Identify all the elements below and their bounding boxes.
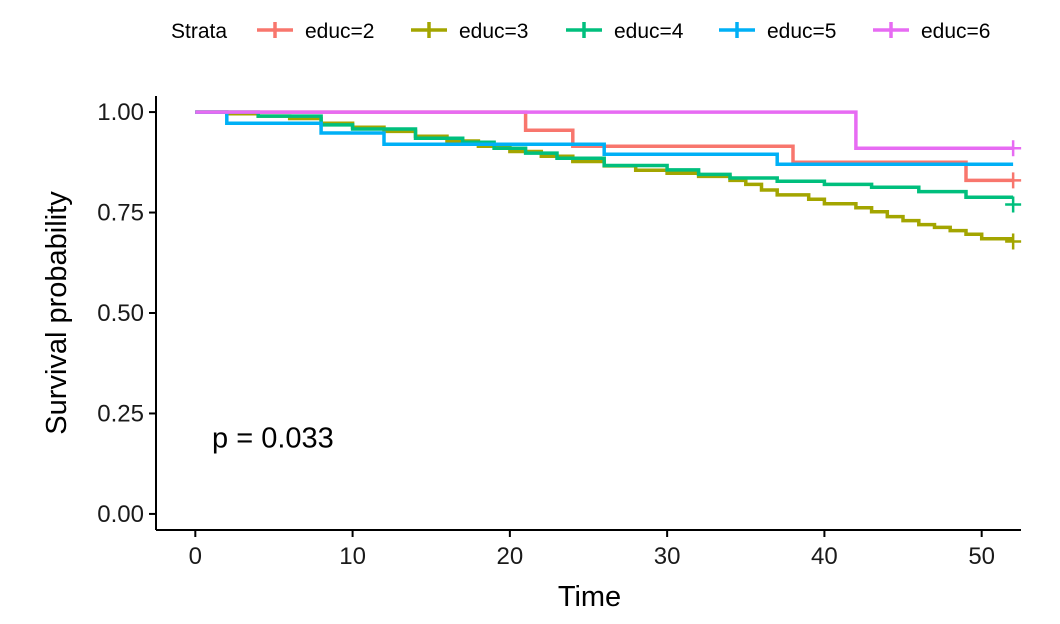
series-line-educ-2 bbox=[195, 110, 1014, 183]
legend-key-educ-3 bbox=[411, 22, 447, 38]
legend-key-educ-4 bbox=[566, 22, 602, 38]
censor-mark-educ-3 bbox=[1005, 233, 1022, 250]
survival-curves bbox=[195, 110, 1022, 250]
legend-key-educ-2 bbox=[257, 22, 293, 38]
censor-mark-educ-2 bbox=[1005, 172, 1022, 189]
y-tick-label: 0.75 bbox=[97, 200, 144, 227]
legend-label: educ=5 bbox=[767, 20, 836, 43]
legend: Strata educ=2 educ=3 educ=4 educ=5 educ=6 bbox=[171, 20, 990, 43]
x-tick-label: 40 bbox=[811, 543, 838, 570]
legend-key-educ-6 bbox=[873, 22, 909, 38]
legend-label: educ=6 bbox=[921, 20, 990, 43]
y-tick-label: 0.25 bbox=[97, 400, 144, 427]
legend-label: educ=2 bbox=[305, 20, 374, 43]
x-ticks: 0 10 20 30 40 50 bbox=[189, 530, 995, 570]
x-tick-label: 30 bbox=[654, 543, 681, 570]
y-tick-label: 0.00 bbox=[97, 501, 144, 528]
y-axis-title: Survival probability bbox=[41, 191, 73, 435]
y-ticks: 0.00 0.25 0.50 0.75 1.00 bbox=[97, 99, 156, 528]
series-line-educ-3 bbox=[195, 110, 1014, 241]
x-tick-label: 10 bbox=[339, 543, 366, 570]
series-line-educ-5 bbox=[195, 110, 1014, 167]
y-tick-label: 1.00 bbox=[97, 99, 144, 126]
x-tick-label: 0 bbox=[189, 543, 202, 570]
censor-mark-educ-4 bbox=[1005, 196, 1022, 213]
x-tick-label: 50 bbox=[968, 543, 995, 570]
series-line-educ-4 bbox=[195, 110, 1014, 200]
y-tick-label: 0.50 bbox=[97, 300, 144, 327]
legend-label: educ=3 bbox=[459, 20, 528, 43]
x-tick-label: 20 bbox=[497, 543, 524, 570]
x-axis-title: Time bbox=[558, 581, 621, 613]
legend-key-educ-5 bbox=[719, 22, 755, 38]
legend-label: educ=4 bbox=[614, 20, 684, 43]
legend-title: Strata bbox=[171, 20, 227, 43]
series-line-educ-6 bbox=[195, 110, 1014, 150]
p-value-annotation: p = 0.033 bbox=[212, 423, 334, 455]
censor-mark-educ-6 bbox=[1005, 140, 1022, 157]
